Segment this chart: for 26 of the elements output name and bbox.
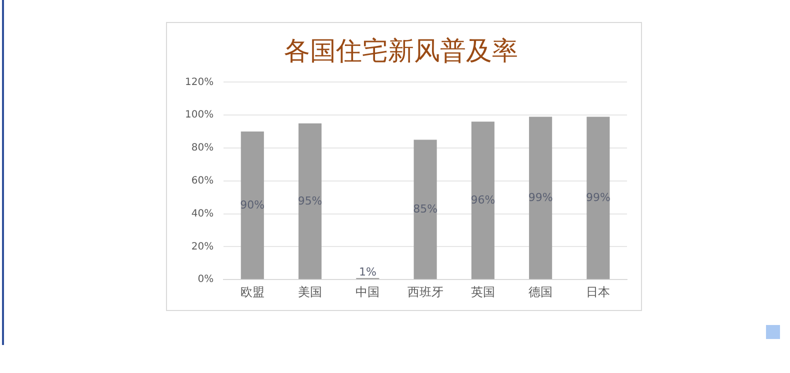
bar: [586, 116, 610, 280]
bar: [529, 116, 552, 280]
y-tick-label: 0%: [198, 274, 214, 286]
bar: [240, 132, 264, 280]
x-tick-label: 西班牙: [407, 284, 444, 299]
bar: [471, 122, 494, 280]
x-tick-label: 美国: [298, 284, 322, 299]
x-tick-label: 中国: [356, 284, 380, 299]
x-tick-label: 德国: [528, 284, 553, 299]
bar: [414, 140, 437, 280]
y-tick-label: 20%: [191, 241, 214, 252]
chart-title: 各国住宅新风普及率: [284, 36, 518, 66]
data-label: 85%: [413, 202, 438, 216]
x-tick-label: 英国: [470, 284, 495, 299]
y-tick-label: 100%: [184, 110, 214, 121]
y-tick-label: 120%: [184, 76, 214, 88]
y-tick-label: 60%: [191, 175, 214, 186]
data-label: 99%: [586, 191, 610, 204]
y-tick-label: 80%: [191, 142, 214, 154]
data-label: 96%: [470, 194, 496, 206]
y-tick-label: 40%: [191, 208, 214, 220]
x-tick-label: 日本: [586, 284, 610, 299]
x-tick-label: 欧盟: [240, 284, 264, 299]
bar: [298, 123, 322, 280]
data-label: 95%: [298, 194, 322, 208]
data-label: 1%: [358, 265, 376, 278]
